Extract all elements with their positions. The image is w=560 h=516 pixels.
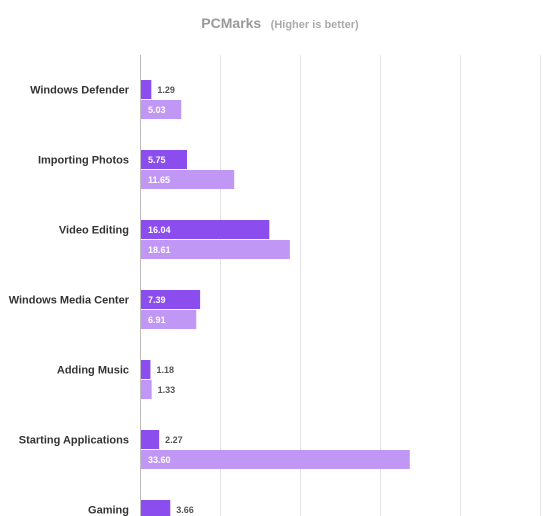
data-label: 1.29 xyxy=(157,85,175,95)
data-label: 16.04 xyxy=(148,225,171,235)
data-label: 33.60 xyxy=(148,455,171,465)
bar-series-2 xyxy=(141,310,197,329)
bar-series-1 xyxy=(141,220,270,239)
chart-title-area: PCMarks (Higher is better) xyxy=(0,15,560,33)
bar-series-1 xyxy=(141,150,187,169)
bar-series-1 xyxy=(141,360,151,379)
data-label: 7.39 xyxy=(148,295,166,305)
category-label: Starting Applications xyxy=(19,435,129,447)
category-label: Windows Defender xyxy=(30,85,130,97)
data-label: 18.61 xyxy=(148,245,171,255)
bar-series-2 xyxy=(141,100,182,119)
data-label: 1.18 xyxy=(156,365,174,375)
bar-series-2 xyxy=(141,380,152,399)
bar-series-2 xyxy=(141,240,290,259)
data-label: 5.03 xyxy=(148,105,166,115)
chart-title: PCMarks xyxy=(201,15,262,31)
data-label: 3.66 xyxy=(176,505,194,515)
data-label: 1.33 xyxy=(158,385,176,395)
bar-series-1 xyxy=(141,290,201,309)
category-label: Gaming xyxy=(88,505,129,516)
data-label: 5.75 xyxy=(148,155,166,165)
bar-series-2 xyxy=(141,170,235,189)
bar-series-1 xyxy=(141,500,171,516)
category-label: Importing Photos xyxy=(38,155,129,167)
chart-subtitle: (Higher is better) xyxy=(270,19,359,31)
data-label: 11.65 xyxy=(148,175,170,185)
data-label: 2.27 xyxy=(165,435,183,445)
category-label: Video Editing xyxy=(59,225,129,237)
bar-series-2 xyxy=(141,450,410,469)
data-label: 6.91 xyxy=(148,315,166,325)
category-label: Adding Music xyxy=(57,365,129,377)
bar-series-1 xyxy=(141,80,152,99)
category-label: Windows Media Center xyxy=(9,295,130,307)
bar-series-1 xyxy=(141,430,160,449)
